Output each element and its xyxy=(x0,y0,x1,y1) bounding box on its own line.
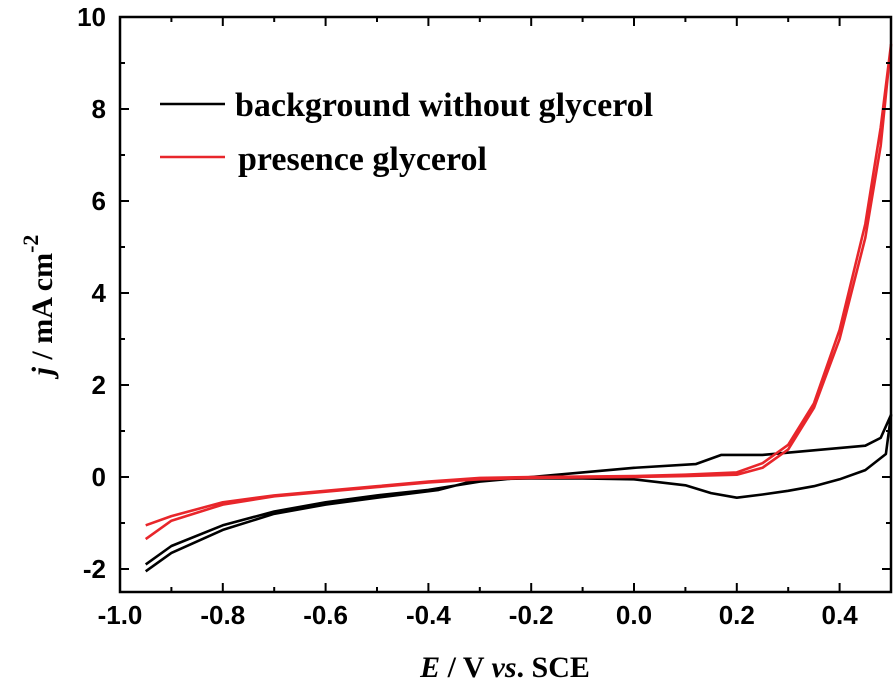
x-tick-label: -0.6 xyxy=(303,600,348,630)
tick-labels-group: -1.0 -0.8 -0.6 -0.4 -0.2 0.0 0.2 0.4 -2 0 2 4 6 8 10 xyxy=(77,2,858,630)
y-tick-label: 2 xyxy=(92,370,106,400)
y-tick-label: 0 xyxy=(92,462,106,492)
plot-frame xyxy=(118,15,893,594)
x-tick-label: 0.2 xyxy=(719,600,755,630)
series-line-0 xyxy=(144,413,893,573)
x-tick-label: -0.4 xyxy=(406,600,451,630)
x-axis-title: E / V vs. SCE xyxy=(419,651,590,684)
x-tick-label: 0.0 xyxy=(616,600,652,630)
y-axis-title: j / mA cm-2 xyxy=(18,235,59,380)
x-tick-label: 0.4 xyxy=(822,600,859,630)
legend: background without glycerol presence gly… xyxy=(160,87,653,178)
legend-label-presence: presence glycerol xyxy=(238,141,487,178)
legend-label-background: background without glycerol xyxy=(235,87,653,124)
x-tick-label: -0.8 xyxy=(200,600,245,630)
y-tick-label: 10 xyxy=(77,2,106,32)
y-tick-label: 4 xyxy=(92,278,107,308)
y-tick-label: 8 xyxy=(92,94,106,124)
x-tick-label: -1.0 xyxy=(98,600,143,630)
x-tick-label: -0.2 xyxy=(509,600,554,630)
y-tick-label: -2 xyxy=(83,554,106,584)
ticks-group xyxy=(119,16,892,592)
y-tick-label: 6 xyxy=(92,186,106,216)
